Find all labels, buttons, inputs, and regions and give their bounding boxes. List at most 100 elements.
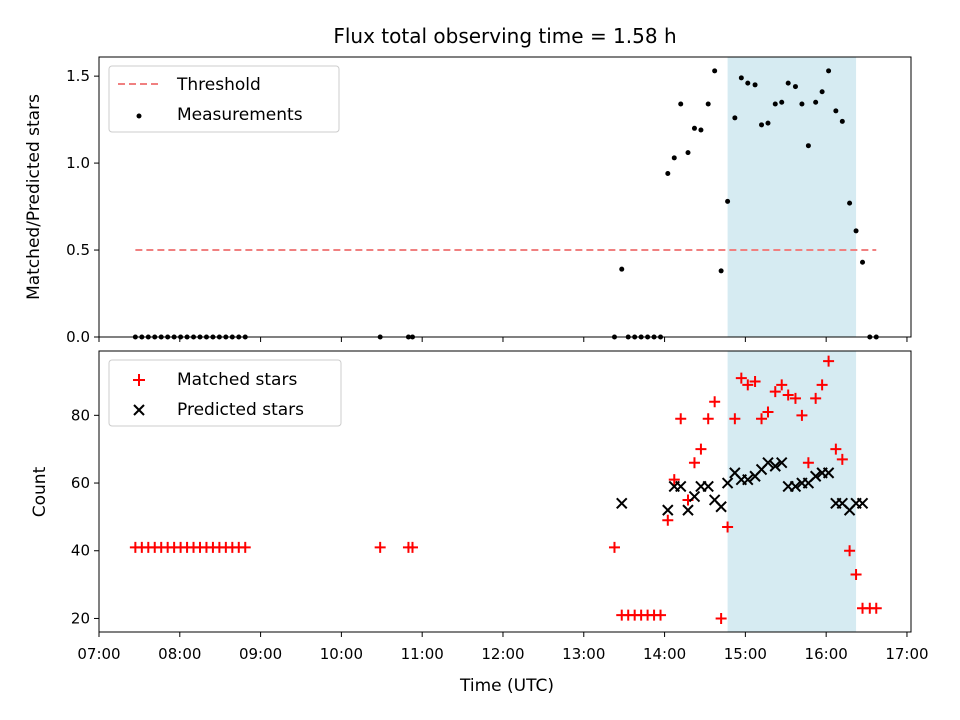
measurement-point bbox=[860, 259, 866, 265]
x-tick-label: 09:00 bbox=[239, 645, 282, 663]
matched-star-point bbox=[695, 443, 707, 455]
matched-star-point bbox=[722, 521, 734, 533]
measurement-point bbox=[792, 84, 798, 90]
legend-measurements-label: Measurements bbox=[177, 105, 303, 125]
matched-star-point bbox=[729, 413, 741, 425]
measurement-point bbox=[799, 101, 805, 107]
measurement-point bbox=[671, 155, 677, 161]
measurement-point bbox=[819, 89, 825, 95]
measurement-point bbox=[725, 198, 731, 204]
predicted-star-point bbox=[822, 467, 835, 479]
measurement-point bbox=[813, 99, 819, 105]
x-tick-label: 13:00 bbox=[562, 645, 605, 663]
matched-star-point bbox=[742, 379, 754, 391]
x-tick-label: 08:00 bbox=[158, 645, 201, 663]
matched-star-point bbox=[844, 545, 856, 557]
x-axis-label: Time (UTC) bbox=[459, 676, 554, 696]
y-tick-label: 40 bbox=[71, 542, 90, 560]
measurement-point bbox=[732, 115, 738, 121]
predicted-star-point bbox=[742, 473, 754, 486]
matched-star-point bbox=[762, 406, 774, 418]
predicted-star-point bbox=[662, 504, 674, 516]
predicted-star-point bbox=[769, 460, 781, 472]
predicted-star-point bbox=[762, 457, 774, 469]
matched-star-point bbox=[836, 453, 848, 465]
legend-measurements-swatch bbox=[136, 113, 142, 119]
x-tick-label: 17:00 bbox=[885, 645, 928, 663]
measurement-point bbox=[839, 118, 845, 124]
x-tick-label: 10:00 bbox=[320, 645, 363, 663]
y-tick-label: 1.0 bbox=[66, 154, 90, 172]
predicted-star-point bbox=[789, 480, 802, 493]
chart-title: Flux total observing time = 1.58 h bbox=[333, 24, 676, 48]
bottom-y-axis: 20 40 60 80 bbox=[71, 406, 99, 627]
matched-star-point bbox=[749, 375, 761, 387]
measurement-point bbox=[712, 68, 718, 74]
measurement-point bbox=[685, 150, 691, 156]
y-tick-label: 60 bbox=[71, 474, 90, 492]
x-tick-label: 15:00 bbox=[724, 645, 767, 663]
x-tick-label: 14:00 bbox=[643, 645, 686, 663]
matched-star-point bbox=[802, 457, 814, 469]
measurement-point bbox=[853, 228, 859, 234]
matched-star-point bbox=[662, 514, 674, 526]
bottom-x-axis: 07:00 08:00 09:00 10:00 11:00 12:00 13:00 14:00… bbox=[77, 632, 929, 663]
measurement-point bbox=[805, 143, 811, 149]
matched-star-point bbox=[715, 612, 727, 624]
predicted-star-point bbox=[616, 497, 628, 510]
measurement-point bbox=[847, 200, 853, 206]
matched-star-point bbox=[810, 392, 822, 404]
matched-star-point bbox=[735, 372, 747, 384]
measurement-point bbox=[765, 120, 771, 126]
top-axes-frame bbox=[98, 56, 912, 338]
y-tick-label: 20 bbox=[71, 609, 90, 627]
matched-star-point bbox=[655, 609, 667, 621]
legend-matched-swatch bbox=[133, 374, 145, 386]
highlight-span-top bbox=[727, 57, 857, 337]
measurement-point bbox=[718, 268, 724, 274]
top-y-label: Matched/Predicted stars bbox=[24, 94, 44, 300]
measurements-series bbox=[132, 68, 879, 340]
measurement-point bbox=[826, 68, 832, 74]
measurement-point bbox=[779, 99, 785, 105]
measurement-point bbox=[785, 80, 791, 86]
predicted-star-point bbox=[682, 504, 694, 516]
bottom-axes-frame bbox=[98, 350, 912, 633]
predicted-star-point bbox=[776, 457, 788, 469]
matched-stars-series bbox=[129, 355, 882, 624]
matched-star-point bbox=[239, 541, 251, 553]
measurement-point bbox=[745, 80, 751, 86]
highlight-span-bottom bbox=[727, 351, 857, 632]
bottom-panel: 20 40 60 80 07:00 08:00 09:00 10:00 11:00 12:00 1… bbox=[30, 350, 929, 696]
matched-star-point bbox=[782, 389, 794, 401]
top-legend: Threshold Measurements bbox=[108, 65, 340, 133]
measurement-point bbox=[698, 127, 704, 133]
matched-star-point bbox=[668, 474, 680, 486]
matched-star-point bbox=[688, 457, 700, 469]
predicted-star-point bbox=[721, 477, 734, 489]
measurement-point bbox=[738, 75, 744, 81]
measurement-point bbox=[752, 82, 758, 88]
x-tick-label: 12:00 bbox=[481, 645, 524, 663]
predicted-star-point bbox=[715, 501, 727, 513]
top-y-axis: 0.0 0.5 1.0 1.5 bbox=[66, 67, 99, 346]
y-tick-label: 1.5 bbox=[66, 67, 90, 85]
matched-star-point bbox=[675, 413, 687, 425]
measurement-point bbox=[833, 108, 839, 114]
x-tick-label: 11:00 bbox=[401, 645, 444, 663]
measurement-point bbox=[691, 125, 697, 131]
x-tick-label: 16:00 bbox=[805, 645, 848, 663]
matched-star-point bbox=[789, 392, 801, 404]
matched-star-point bbox=[608, 541, 620, 553]
y-tick-label: 0.5 bbox=[66, 241, 90, 259]
bottom-legend: Matched stars Predicted stars bbox=[108, 359, 342, 427]
predicted-star-point bbox=[702, 480, 714, 493]
measurement-point bbox=[759, 122, 765, 128]
predicted-star-point bbox=[688, 490, 701, 503]
y-tick-label: 0.0 bbox=[66, 328, 90, 346]
legend-predicted-label: Predicted stars bbox=[177, 400, 304, 420]
matched-star-point bbox=[823, 355, 835, 367]
predicted-star-point bbox=[856, 497, 869, 510]
matched-star-point bbox=[374, 541, 386, 553]
